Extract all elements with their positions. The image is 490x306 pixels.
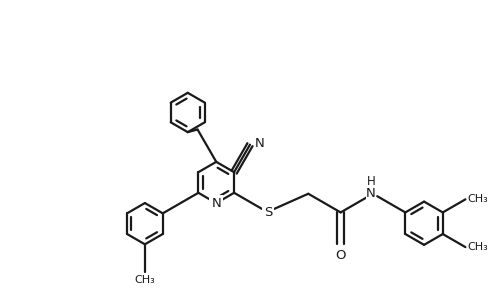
Text: CH₃: CH₃ [467, 242, 488, 252]
Text: N: N [366, 187, 376, 200]
Text: O: O [335, 249, 346, 262]
Text: S: S [264, 206, 272, 219]
Text: CH₃: CH₃ [135, 275, 155, 285]
Text: N: N [255, 137, 265, 150]
Text: CH₃: CH₃ [467, 194, 488, 204]
Text: N: N [211, 197, 221, 210]
Text: H: H [367, 175, 375, 188]
